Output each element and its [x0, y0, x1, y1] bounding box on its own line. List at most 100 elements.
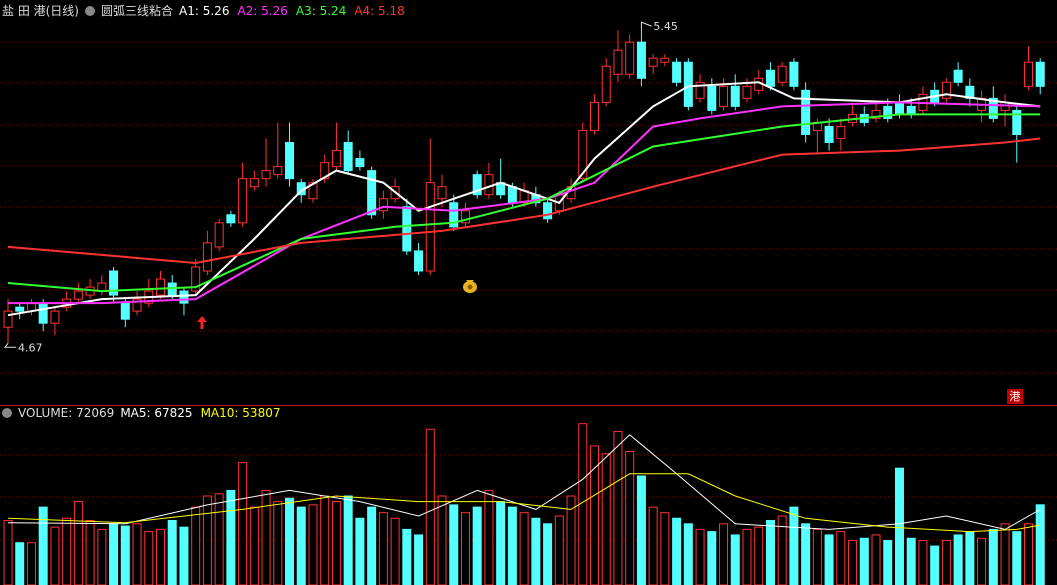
ma-line: [7, 473, 1041, 533]
volume-bar: [414, 534, 424, 585]
candle-body: [894, 101, 904, 115]
legend-name: A2: [237, 4, 257, 18]
candle-body: [402, 206, 412, 252]
candle-body: [202, 242, 212, 272]
volume-bar: [238, 462, 248, 585]
volume-bar: [167, 519, 177, 585]
candle-body: [636, 41, 646, 79]
volume-bar: [636, 475, 646, 585]
candle-body: [308, 182, 318, 200]
volume-bar: [730, 534, 740, 585]
candle-body: [425, 182, 435, 272]
max-leader: [640, 21, 652, 31]
legend-name: A1: [179, 4, 199, 18]
candle-body: [601, 65, 611, 103]
volume-bar: [155, 528, 165, 585]
candle-body: [765, 69, 775, 87]
volume-bar: [26, 542, 36, 585]
volume-bar: [918, 540, 928, 585]
menu-icon[interactable]: [85, 5, 95, 16]
volume-bar: [1012, 531, 1022, 585]
candle-body: [414, 250, 424, 272]
candle-body: [883, 105, 893, 119]
candle-body: [906, 105, 916, 115]
volume-bar: [425, 428, 435, 585]
legend-value: 5.26: [202, 3, 230, 18]
candle-body: [484, 174, 494, 196]
menu-icon[interactable]: [2, 408, 12, 418]
candle-body: [988, 97, 998, 119]
candle-body: [719, 85, 729, 107]
ma-line: [7, 113, 1041, 293]
candle-body: [367, 170, 377, 216]
max-label: 5.45: [653, 20, 678, 33]
candle-body: [261, 170, 271, 180]
volume-bar: [765, 519, 775, 585]
volume-bar: [226, 489, 236, 585]
volume-bar: [38, 506, 48, 585]
volume-bar: [894, 467, 904, 585]
candle-body: [683, 61, 693, 107]
candle-body: [801, 89, 811, 135]
candle-body: [742, 85, 752, 99]
legend-value: 53807: [242, 406, 281, 420]
candle-body: [273, 166, 283, 176]
candle-body: [1035, 61, 1045, 87]
candle-body: [331, 150, 341, 168]
volume-bar: [601, 453, 611, 585]
volume-bar: [355, 517, 365, 585]
volume-bar: [15, 542, 25, 585]
volume-bar: [484, 489, 494, 585]
volume-bar: [930, 545, 940, 585]
volume-bar: [672, 517, 682, 585]
candle-body: [777, 65, 787, 83]
volume-bar: [859, 537, 869, 585]
volume-bar: [73, 501, 83, 585]
candle-body: [249, 178, 259, 188]
candle-body: [660, 57, 670, 63]
legend-value: 67825: [154, 406, 193, 420]
volume-bar: [754, 526, 764, 585]
volume-bar: [402, 528, 412, 585]
volume-bar: [519, 512, 529, 585]
candle-body: [132, 298, 142, 312]
volume-bar: [1000, 523, 1010, 585]
volume-bar: [965, 531, 975, 585]
volume-bar: [648, 506, 658, 585]
volume-bar: [977, 537, 987, 585]
volume-bar: [3, 519, 13, 585]
volume-bar: [308, 504, 318, 585]
legend-name: VOLUME: [18, 406, 72, 420]
candle-body: [50, 310, 60, 324]
volume-bar: [941, 540, 951, 585]
volume-bar: [953, 534, 963, 585]
candle-body: [343, 142, 353, 172]
legend-value: 72069: [76, 406, 115, 420]
volume-bar: [1035, 504, 1045, 585]
candle-body: [507, 186, 517, 204]
candle-body: [707, 85, 717, 111]
ma-line: [7, 434, 1041, 530]
volume-bar: [707, 531, 717, 585]
volume-bar: [202, 495, 212, 585]
volume-bar: [449, 504, 459, 585]
volume-title: VOLUME 72069: [18, 406, 114, 420]
candle-body: [238, 178, 248, 224]
badge: 港: [1010, 390, 1021, 403]
volume-bar: [824, 534, 834, 585]
legend-item: MA5 67825: [120, 406, 192, 420]
candle-body: [214, 222, 224, 248]
volume-bar: [296, 506, 306, 585]
volume-bar: [566, 495, 576, 585]
candle-body: [73, 290, 83, 300]
volume-bar: [625, 451, 635, 585]
volume-bar: [331, 501, 341, 585]
min-leader: [4, 342, 16, 348]
legend-value: 5.18: [378, 3, 405, 18]
volume-bar: [50, 526, 60, 585]
volume-header: VOLUME 72069 MA5 67825 MA10 53807: [2, 406, 280, 420]
volume-bar: [660, 512, 670, 585]
